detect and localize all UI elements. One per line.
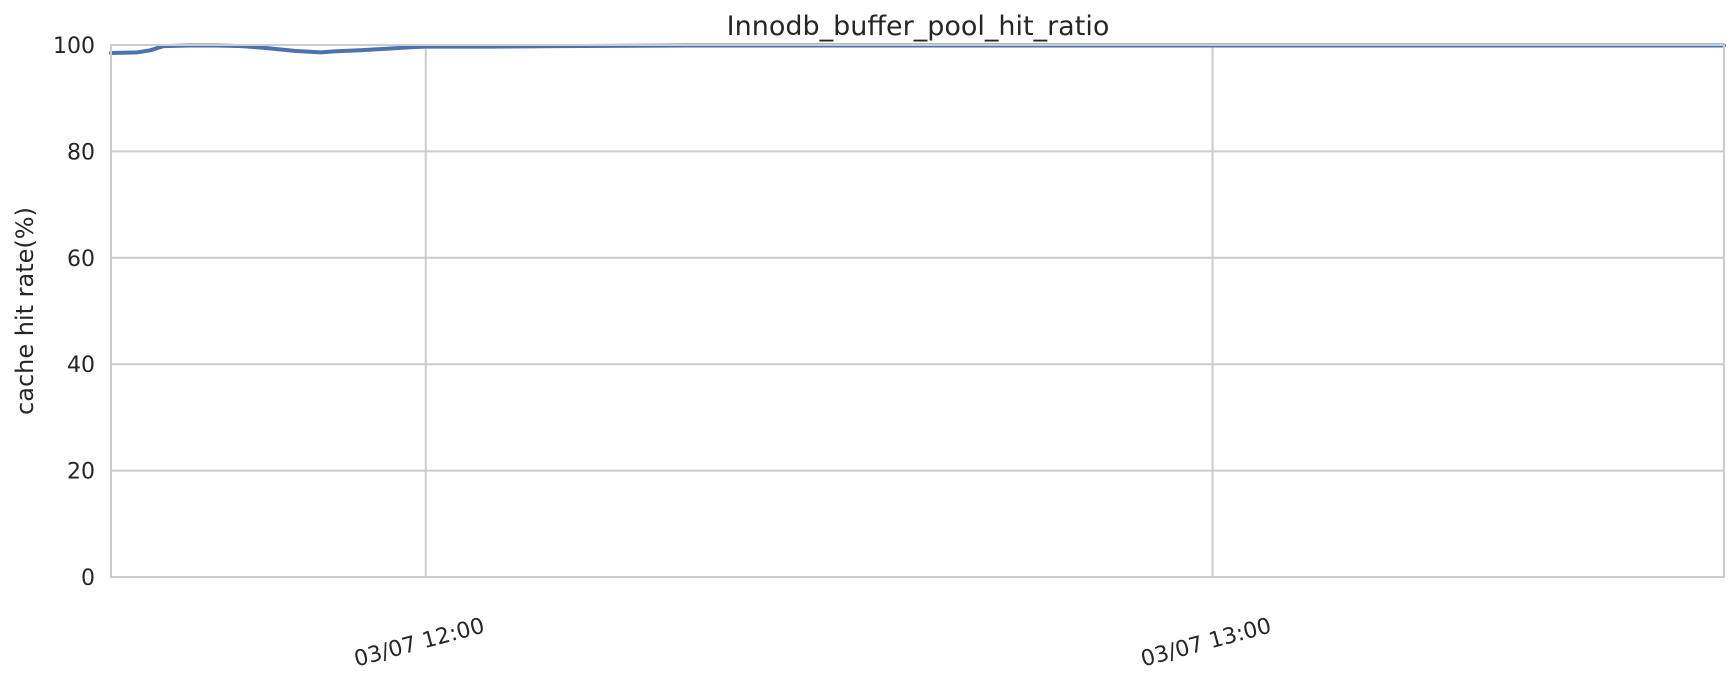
y-axis-label: cache hit rate(%)	[11, 207, 39, 415]
y-tick-label: 0	[81, 566, 95, 591]
x-tick-label: 03/07 12:00	[352, 614, 488, 673]
x-tick-label: 03/07 13:00	[1138, 614, 1274, 673]
x-axis: 03/07 12:00 03/07 13:00	[352, 614, 1275, 673]
plot-frame	[110, 44, 1725, 578]
y-tick-label: 100	[53, 34, 95, 59]
y-tick-label: 40	[67, 353, 95, 378]
y-axis: 0 20 40 60 80 100	[53, 34, 95, 591]
y-tick-label: 20	[67, 460, 95, 485]
grid	[111, 44, 1724, 578]
y-tick-label: 80	[67, 140, 95, 165]
y-tick-label: 60	[67, 247, 95, 272]
chart-title: Innodb_buffer_pool_hit_ratio	[727, 11, 1110, 42]
series-layer	[109, 43, 1726, 55]
series-line	[109, 43, 1726, 55]
